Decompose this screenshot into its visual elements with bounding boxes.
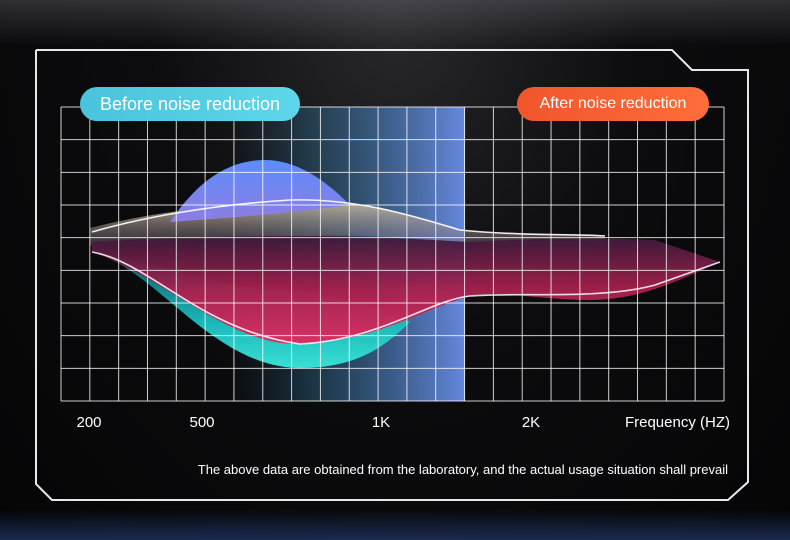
x-tick-label: 500 [189,414,215,431]
after-noise-reduction-label: After noise reduction [517,87,709,121]
top-light-glow [0,0,790,46]
x-tick-label: 200 [76,414,102,431]
chart-grid [60,106,725,402]
after-noise-area [92,236,720,345]
before-curve-line [91,199,606,237]
x-axis-title: Frequency (HZ) [624,414,730,431]
x-tick-label: 1K [371,414,391,431]
footnote-text: The above data are obtained from the lab… [197,462,728,477]
after-curve-line [91,251,721,345]
bottom-light-glow [0,510,790,540]
before-noise-reduction-label: Before noise reduction [80,87,300,121]
x-tick-label: 2K [521,414,541,431]
